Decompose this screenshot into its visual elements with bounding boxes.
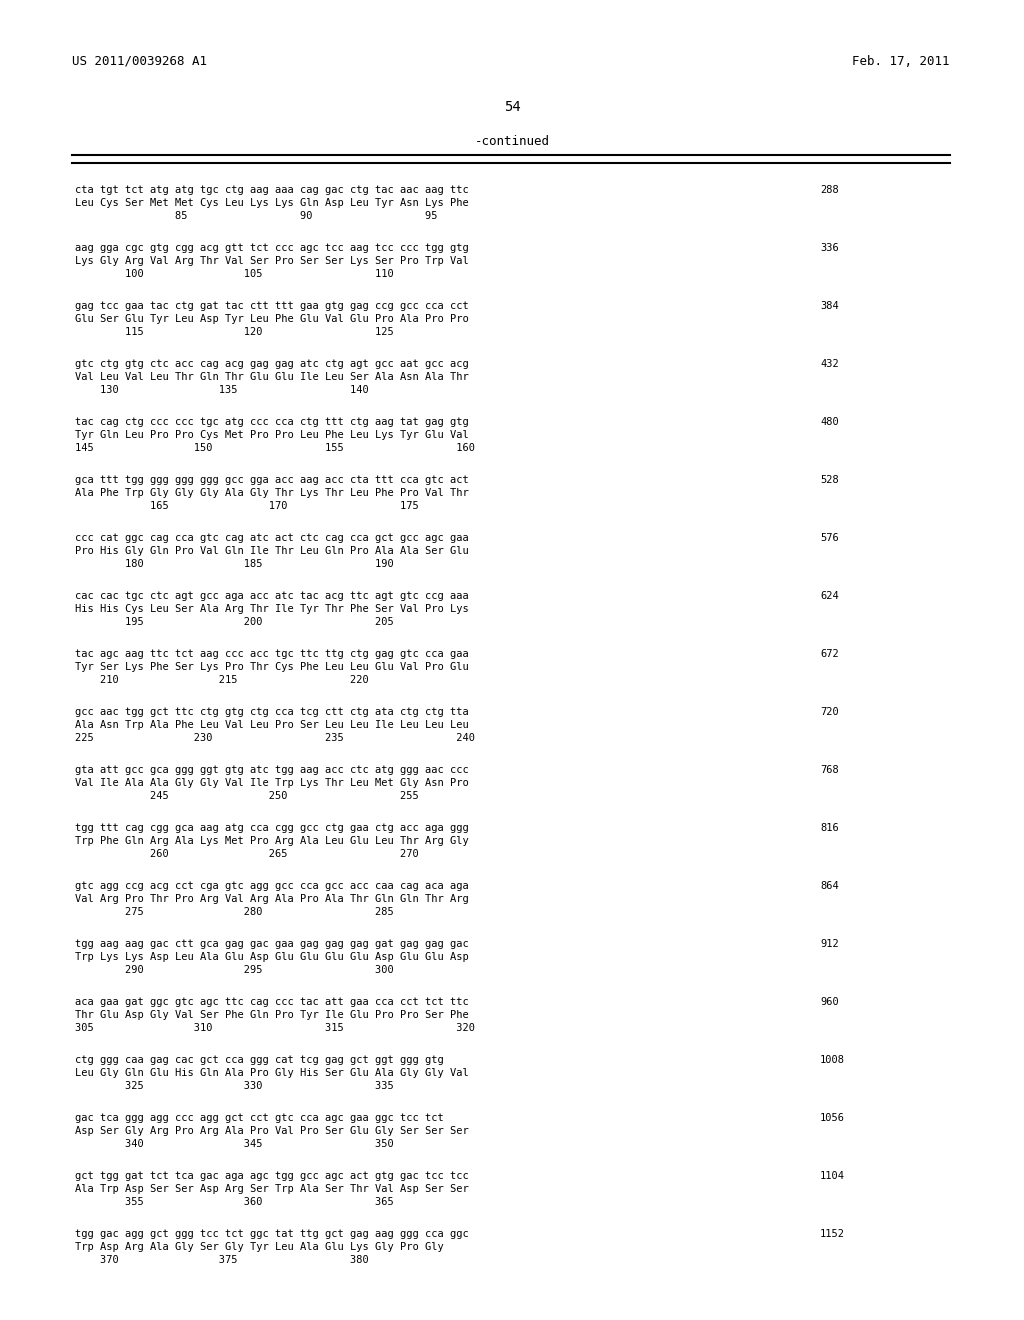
Text: 624: 624 xyxy=(820,591,839,601)
Text: 768: 768 xyxy=(820,766,839,775)
Text: Val Arg Pro Thr Pro Arg Val Arg Ala Pro Ala Thr Gln Gln Thr Arg: Val Arg Pro Thr Pro Arg Val Arg Ala Pro … xyxy=(75,894,469,904)
Text: Glu Ser Glu Tyr Leu Asp Tyr Leu Phe Glu Val Glu Pro Ala Pro Pro: Glu Ser Glu Tyr Leu Asp Tyr Leu Phe Glu … xyxy=(75,314,469,323)
Text: 180                185                  190: 180 185 190 xyxy=(75,558,394,569)
Text: 528: 528 xyxy=(820,475,839,484)
Text: 225                230                  235                  240: 225 230 235 240 xyxy=(75,733,475,743)
Text: 1056: 1056 xyxy=(820,1113,845,1123)
Text: US 2011/0039268 A1: US 2011/0039268 A1 xyxy=(72,55,207,69)
Text: 54: 54 xyxy=(504,100,520,114)
Text: Tyr Gln Leu Pro Pro Cys Met Pro Pro Leu Phe Leu Lys Tyr Glu Val: Tyr Gln Leu Pro Pro Cys Met Pro Pro Leu … xyxy=(75,430,469,440)
Text: 480: 480 xyxy=(820,417,839,426)
Text: Ala Trp Asp Ser Ser Asp Arg Ser Trp Ala Ser Thr Val Asp Ser Ser: Ala Trp Asp Ser Ser Asp Arg Ser Trp Ala … xyxy=(75,1184,469,1195)
Text: Trp Asp Arg Ala Gly Ser Gly Tyr Leu Ala Glu Lys Gly Pro Gly: Trp Asp Arg Ala Gly Ser Gly Tyr Leu Ala … xyxy=(75,1242,443,1251)
Text: cta tgt tct atg atg tgc ctg aag aaa cag gac ctg tac aac aag ttc: cta tgt tct atg atg tgc ctg aag aaa cag … xyxy=(75,185,469,195)
Text: 210                215                  220: 210 215 220 xyxy=(75,675,369,685)
Text: 672: 672 xyxy=(820,649,839,659)
Text: ctg ggg caa gag cac gct cca ggg cat tcg gag gct ggt ggg gtg: ctg ggg caa gag cac gct cca ggg cat tcg … xyxy=(75,1055,443,1065)
Text: 325                330                  335: 325 330 335 xyxy=(75,1081,394,1092)
Text: His His Cys Leu Ser Ala Arg Thr Ile Tyr Thr Phe Ser Val Pro Lys: His His Cys Leu Ser Ala Arg Thr Ile Tyr … xyxy=(75,605,469,614)
Text: Lys Gly Arg Val Arg Thr Val Ser Pro Ser Ser Lys Ser Pro Trp Val: Lys Gly Arg Val Arg Thr Val Ser Pro Ser … xyxy=(75,256,469,267)
Text: Trp Lys Lys Asp Leu Ala Glu Asp Glu Glu Glu Glu Asp Glu Glu Asp: Trp Lys Lys Asp Leu Ala Glu Asp Glu Glu … xyxy=(75,952,469,962)
Text: 1152: 1152 xyxy=(820,1229,845,1239)
Text: Asp Ser Gly Arg Pro Arg Ala Pro Val Pro Ser Glu Gly Ser Ser Ser: Asp Ser Gly Arg Pro Arg Ala Pro Val Pro … xyxy=(75,1126,469,1137)
Text: cac cac tgc ctc agt gcc aga acc atc tac acg ttc agt gtc ccg aaa: cac cac tgc ctc agt gcc aga acc atc tac … xyxy=(75,591,469,601)
Text: 275                280                  285: 275 280 285 xyxy=(75,907,394,917)
Text: tgg aag aag gac ctt gca gag gac gaa gag gag gag gat gag gag gac: tgg aag aag gac ctt gca gag gac gaa gag … xyxy=(75,939,469,949)
Text: 165                170                  175: 165 170 175 xyxy=(75,502,419,511)
Text: 1104: 1104 xyxy=(820,1171,845,1181)
Text: 720: 720 xyxy=(820,708,839,717)
Text: 912: 912 xyxy=(820,939,839,949)
Text: gct tgg gat tct tca gac aga agc tgg gcc agc act gtg gac tcc tcc: gct tgg gat tct tca gac aga agc tgg gcc … xyxy=(75,1171,469,1181)
Text: 245                250                  255: 245 250 255 xyxy=(75,791,419,801)
Text: 864: 864 xyxy=(820,880,839,891)
Text: 336: 336 xyxy=(820,243,839,253)
Text: gag tcc gaa tac ctg gat tac ctt ttt gaa gtg gag ccg gcc cca cct: gag tcc gaa tac ctg gat tac ctt ttt gaa … xyxy=(75,301,469,312)
Text: Pro His Gly Gln Pro Val Gln Ile Thr Leu Gln Pro Ala Ala Ser Glu: Pro His Gly Gln Pro Val Gln Ile Thr Leu … xyxy=(75,546,469,556)
Text: Trp Phe Gln Arg Ala Lys Met Pro Arg Ala Leu Glu Leu Thr Arg Gly: Trp Phe Gln Arg Ala Lys Met Pro Arg Ala … xyxy=(75,836,469,846)
Text: gca ttt tgg ggg ggg ggg gcc gga acc aag acc cta ttt cca gtc act: gca ttt tgg ggg ggg ggg gcc gga acc aag … xyxy=(75,475,469,484)
Text: Ala Phe Trp Gly Gly Gly Ala Gly Thr Lys Thr Leu Phe Pro Val Thr: Ala Phe Trp Gly Gly Gly Ala Gly Thr Lys … xyxy=(75,488,469,498)
Text: Tyr Ser Lys Phe Ser Lys Pro Thr Cys Phe Leu Leu Glu Val Pro Glu: Tyr Ser Lys Phe Ser Lys Pro Thr Cys Phe … xyxy=(75,663,469,672)
Text: gta att gcc gca ggg ggt gtg atc tgg aag acc ctc atg ggg aac ccc: gta att gcc gca ggg ggt gtg atc tgg aag … xyxy=(75,766,469,775)
Text: Val Leu Val Leu Thr Gln Thr Glu Glu Ile Leu Ser Ala Asn Ala Thr: Val Leu Val Leu Thr Gln Thr Glu Glu Ile … xyxy=(75,372,469,381)
Text: 960: 960 xyxy=(820,997,839,1007)
Text: 384: 384 xyxy=(820,301,839,312)
Text: gac tca ggg agg ccc agg gct cct gtc cca agc gaa ggc tcc tct: gac tca ggg agg ccc agg gct cct gtc cca … xyxy=(75,1113,443,1123)
Text: Val Ile Ala Ala Gly Gly Val Ile Trp Lys Thr Leu Met Gly Asn Pro: Val Ile Ala Ala Gly Gly Val Ile Trp Lys … xyxy=(75,777,469,788)
Text: ccc cat ggc cag cca gtc cag atc act ctc cag cca gct gcc agc gaa: ccc cat ggc cag cca gtc cag atc act ctc … xyxy=(75,533,469,543)
Text: Leu Cys Ser Met Met Cys Leu Lys Lys Gln Asp Leu Tyr Asn Lys Phe: Leu Cys Ser Met Met Cys Leu Lys Lys Gln … xyxy=(75,198,469,209)
Text: 816: 816 xyxy=(820,822,839,833)
Text: 145                150                  155                  160: 145 150 155 160 xyxy=(75,444,475,453)
Text: aag gga cgc gtg cgg acg gtt tct ccc agc tcc aag tcc ccc tgg gtg: aag gga cgc gtg cgg acg gtt tct ccc agc … xyxy=(75,243,469,253)
Text: 100                105                  110: 100 105 110 xyxy=(75,269,394,279)
Text: 355                360                  365: 355 360 365 xyxy=(75,1197,394,1206)
Text: tgg ttt cag cgg gca aag atg cca cgg gcc ctg gaa ctg acc aga ggg: tgg ttt cag cgg gca aag atg cca cgg gcc … xyxy=(75,822,469,833)
Text: tac cag ctg ccc ccc tgc atg ccc cca ctg ttt ctg aag tat gag gtg: tac cag ctg ccc ccc tgc atg ccc cca ctg … xyxy=(75,417,469,426)
Text: 370                375                  380: 370 375 380 xyxy=(75,1255,369,1265)
Text: Feb. 17, 2011: Feb. 17, 2011 xyxy=(853,55,950,69)
Text: 288: 288 xyxy=(820,185,839,195)
Text: 305                310                  315                  320: 305 310 315 320 xyxy=(75,1023,475,1034)
Text: 290                295                  300: 290 295 300 xyxy=(75,965,394,975)
Text: gtc ctg gtg ctc acc cag acg gag gag atc ctg agt gcc aat gcc acg: gtc ctg gtg ctc acc cag acg gag gag atc … xyxy=(75,359,469,370)
Text: Thr Glu Asp Gly Val Ser Phe Gln Pro Tyr Ile Glu Pro Pro Ser Phe: Thr Glu Asp Gly Val Ser Phe Gln Pro Tyr … xyxy=(75,1010,469,1020)
Text: aca gaa gat ggc gtc agc ttc cag ccc tac att gaa cca cct tct ttc: aca gaa gat ggc gtc agc ttc cag ccc tac … xyxy=(75,997,469,1007)
Text: 260                265                  270: 260 265 270 xyxy=(75,849,419,859)
Text: gtc agg ccg acg cct cga gtc agg gcc cca gcc acc caa cag aca aga: gtc agg ccg acg cct cga gtc agg gcc cca … xyxy=(75,880,469,891)
Text: gcc aac tgg gct ttc ctg gtg ctg cca tcg ctt ctg ata ctg ctg tta: gcc aac tgg gct ttc ctg gtg ctg cca tcg … xyxy=(75,708,469,717)
Text: -continued: -continued xyxy=(474,135,550,148)
Text: 85                  90                  95: 85 90 95 xyxy=(75,211,437,220)
Text: 115                120                  125: 115 120 125 xyxy=(75,327,394,337)
Text: Ala Asn Trp Ala Phe Leu Val Leu Pro Ser Leu Leu Ile Leu Leu Leu: Ala Asn Trp Ala Phe Leu Val Leu Pro Ser … xyxy=(75,719,469,730)
Text: 576: 576 xyxy=(820,533,839,543)
Text: Leu Gly Gln Glu His Gln Ala Pro Gly His Ser Glu Ala Gly Gly Val: Leu Gly Gln Glu His Gln Ala Pro Gly His … xyxy=(75,1068,469,1078)
Text: 130                135                  140: 130 135 140 xyxy=(75,385,369,395)
Text: tac agc aag ttc tct aag ccc acc tgc ttc ttg ctg gag gtc cca gaa: tac agc aag ttc tct aag ccc acc tgc ttc … xyxy=(75,649,469,659)
Text: tgg gac agg gct ggg tcc tct ggc tat ttg gct gag aag ggg cca ggc: tgg gac agg gct ggg tcc tct ggc tat ttg … xyxy=(75,1229,469,1239)
Text: 1008: 1008 xyxy=(820,1055,845,1065)
Text: 340                345                  350: 340 345 350 xyxy=(75,1139,394,1148)
Text: 432: 432 xyxy=(820,359,839,370)
Text: 195                200                  205: 195 200 205 xyxy=(75,616,394,627)
